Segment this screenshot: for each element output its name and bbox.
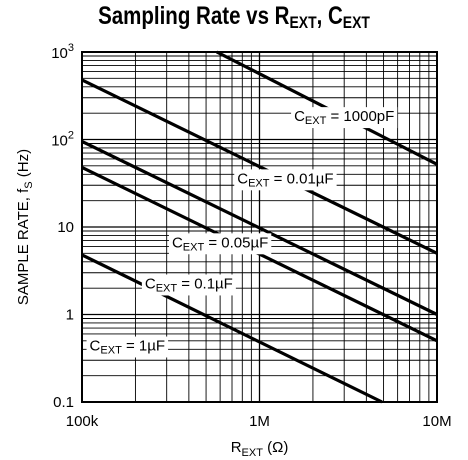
y-tick-label: 103 [51, 42, 74, 62]
series-line-5 [81, 253, 383, 404]
plot-frame [81, 51, 438, 403]
series-label-1: CEXT = 1000pF [291, 107, 398, 129]
series-label-bg [86, 336, 169, 358]
chart-title: Sampling Rate vs REXT, CEXT [98, 2, 370, 32]
x-tick-label: 100k [66, 413, 99, 430]
y-tick-label: 1 [66, 307, 74, 324]
series-label-text: CEXT = 0.01µF [237, 170, 333, 189]
x-tick-labels: 100k 1M 10M [66, 413, 452, 430]
x-tick-label: 1M [249, 413, 270, 430]
y-tick-label: 102 [51, 130, 74, 150]
series-line-2 [81, 78, 438, 255]
series-label-bg [168, 233, 272, 255]
series-label-text: CEXT = 0.05µF [172, 234, 268, 253]
x-axis-label: REXT (Ω) [231, 439, 289, 459]
y-tick-labels: 0.1 1 10 102 103 [51, 42, 74, 411]
series-label-5: CEXT = 1µF [86, 336, 169, 358]
series-label-text: CEXT = 0.1µF [145, 276, 233, 295]
y-tick-label: 0.1 [53, 394, 74, 411]
series-label-2: CEXT = 0.01µF [234, 169, 337, 191]
series-label-bg [141, 274, 236, 296]
series-label-bg [234, 169, 337, 191]
series-label-3: CEXT = 0.05µF [168, 233, 272, 255]
series-labels: CEXT = 1000pF CEXT = 0.01µF CEXT = 0.05µF C… [86, 107, 398, 358]
series-label-text: CEXT = 1000pF [294, 108, 394, 127]
series-label-text: CEXT = 1µF [90, 338, 166, 357]
x-tick-label: 10M [422, 413, 451, 430]
series-label-bg [291, 107, 398, 129]
series-line-3 [81, 139, 438, 316]
series-label-4: CEXT = 0.1µF [141, 274, 236, 296]
y-axis-label: SAMPLE RATE, fS (Hz) [15, 149, 35, 305]
y-tick-label: 10 [57, 219, 74, 236]
